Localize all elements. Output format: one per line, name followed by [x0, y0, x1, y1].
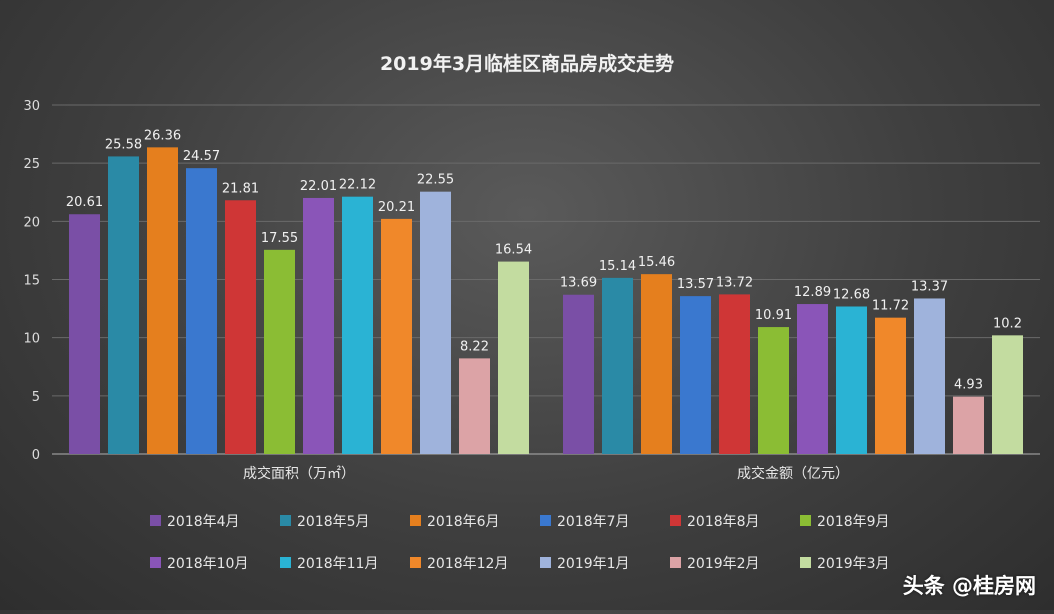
bar [303, 197, 334, 455]
chart-title: 2019年3月临桂区商品房成交走势 [380, 52, 674, 75]
legend-label: 2018年10月 [167, 556, 248, 572]
legend-label: 2018年5月 [297, 514, 370, 530]
data-label: 15.46 [638, 255, 675, 270]
legend-label: 2018年9月 [817, 514, 890, 530]
data-label: 15.14 [599, 259, 636, 274]
legend-label: 2018年4月 [167, 514, 240, 530]
legend: 2018年4月 2018年5月 2018年6月 2018年7月 2018年8月 2018年… [150, 514, 890, 572]
data-label: 13.72 [716, 275, 753, 290]
bar [264, 249, 295, 454]
bar [953, 396, 984, 454]
bar [498, 261, 529, 454]
legend-swatch [280, 557, 291, 568]
legend-swatch [410, 557, 421, 568]
data-label: 8.22 [460, 339, 489, 354]
legend-swatch [670, 515, 681, 526]
data-label: 12.68 [833, 287, 870, 302]
legend-swatch [800, 515, 811, 526]
data-label: 26.36 [144, 128, 181, 143]
data-label: 24.57 [183, 149, 220, 164]
legend-label: 2018年7月 [557, 514, 630, 530]
x-category-label: 成交金额（亿元） [737, 465, 849, 482]
legend-swatch [540, 557, 551, 568]
y-tick-label: 0 [32, 448, 40, 463]
data-label: 22.55 [417, 173, 454, 188]
bar [719, 294, 750, 454]
legend-swatch [540, 515, 551, 526]
data-label: 12.89 [794, 285, 831, 300]
bars [69, 147, 1023, 455]
legend-label: 2018年8月 [687, 514, 760, 530]
bar [680, 296, 711, 454]
bar [641, 274, 672, 454]
y-axis: 0 5 10 15 20 25 30 [23, 99, 40, 463]
legend-swatch [150, 557, 161, 568]
bar [992, 335, 1023, 454]
bar [225, 200, 256, 454]
source-badge: 头条 @桂房网 [902, 574, 1036, 598]
data-label: 25.58 [105, 137, 142, 152]
bar [420, 191, 451, 454]
data-label: 16.54 [495, 243, 532, 258]
data-label: 22.12 [339, 178, 376, 193]
legend-label: 2018年12月 [427, 556, 508, 572]
data-label: 21.81 [222, 181, 259, 196]
y-tick-label: 10 [23, 332, 40, 347]
y-tick-label: 30 [23, 99, 40, 114]
legend-swatch [280, 515, 291, 526]
data-label: 10.2 [993, 316, 1022, 331]
bar [342, 196, 373, 455]
data-label: 10.91 [755, 308, 792, 323]
data-label: 13.57 [677, 277, 714, 292]
x-category-label: 成交面积（万㎡） [243, 465, 355, 482]
bar [563, 294, 594, 454]
legend-swatch [670, 557, 681, 568]
y-tick-label: 25 [23, 157, 40, 172]
bar [836, 306, 867, 454]
y-tick-label: 15 [23, 274, 40, 289]
legend-label: 2019年3月 [817, 556, 890, 572]
legend-swatch [150, 515, 161, 526]
legend-label: 2019年1月 [557, 556, 630, 572]
legend-label: 2019年2月 [687, 556, 760, 572]
legend-swatch [800, 557, 811, 568]
bar [758, 327, 789, 454]
bar [186, 168, 217, 454]
data-label: 17.55 [261, 231, 298, 246]
y-tick-label: 5 [32, 390, 40, 405]
bar [381, 218, 412, 454]
legend-swatch [410, 515, 421, 526]
data-label: 11.72 [872, 299, 909, 314]
bar [875, 317, 906, 454]
bar [914, 298, 945, 454]
data-label: 20.21 [378, 200, 415, 215]
data-label: 20.61 [66, 195, 103, 210]
legend-label: 2018年6月 [427, 514, 500, 530]
legend-label: 2018年11月 [297, 556, 378, 572]
data-label: 13.69 [560, 276, 597, 291]
x-axis-categories: 成交面积（万㎡） 成交金额（亿元） [243, 465, 849, 482]
bar [459, 358, 490, 454]
data-label: 4.93 [954, 378, 983, 393]
y-tick-label: 20 [23, 215, 40, 230]
data-label: 13.37 [911, 279, 948, 294]
data-label: 22.01 [300, 179, 337, 194]
bar [797, 304, 828, 454]
bar [69, 214, 100, 454]
bar [108, 156, 139, 455]
bar [602, 277, 633, 454]
bar [147, 147, 178, 454]
